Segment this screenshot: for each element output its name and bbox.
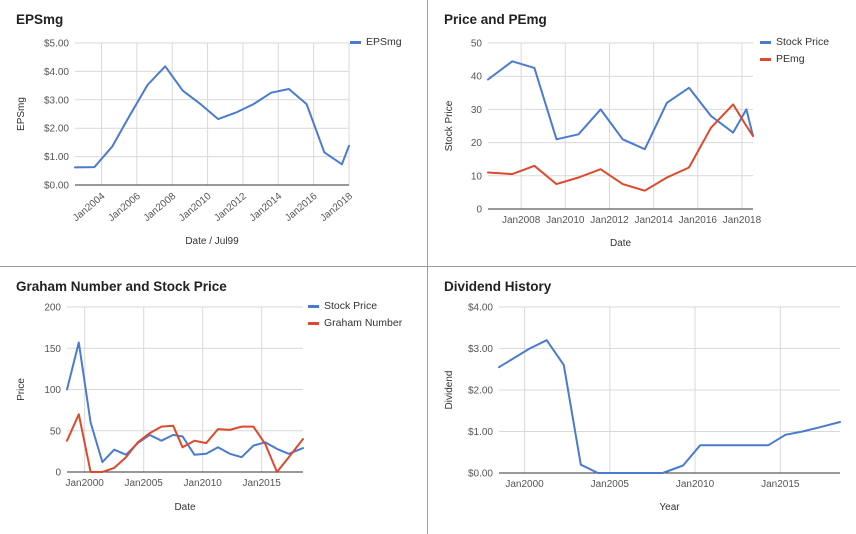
y-tick-label: $1.00	[44, 152, 69, 163]
chart-graham: Graham Number and Stock Price 0 50 100 150 20…	[16, 279, 403, 513]
y-tick-label: 200	[44, 303, 61, 314]
y-tick-label: 10	[471, 171, 483, 182]
x-tick-label: Jan2005	[125, 478, 164, 489]
y-tick-label: 30	[471, 105, 483, 116]
y-tick-label: 50	[471, 39, 483, 50]
panel-price-pemg: Price and PEmg 0 10 20 30 40 50 Jan2008 Jan2010 J…	[428, 0, 856, 267]
x-tick-label: Jan2015	[761, 479, 800, 490]
y-tick-label: 0	[476, 205, 482, 216]
series-line	[66, 341, 304, 464]
x-tick-label: Jan2005	[591, 479, 630, 490]
legend-label: EPSmg	[366, 36, 402, 48]
y-tick-label: 0	[55, 468, 61, 479]
x-tick-label: Jan2014	[634, 215, 673, 226]
y-tick-label: $1.00	[468, 427, 493, 438]
y-tick-label: 40	[471, 72, 483, 83]
x-tick-label: Jan2016	[283, 191, 320, 224]
x-tick-label: Jan2000	[66, 478, 105, 489]
x-tick-label: Jan2000	[505, 479, 544, 490]
y-axis-label: Price	[16, 378, 27, 401]
chart-title: Graham Number and Stock Price	[16, 279, 227, 294]
x-tick-label: Jan2008	[142, 191, 179, 224]
x-tick-label: Jan2012	[590, 215, 629, 226]
x-tick-label: Jan2018	[723, 215, 762, 226]
x-tick-label: Jan2010	[184, 478, 223, 489]
y-tick-label: $5.00	[44, 39, 69, 50]
chart-title: Price and PEmg	[444, 12, 547, 27]
legend-swatch	[350, 41, 361, 44]
y-tick-label: 100	[44, 385, 61, 396]
x-axis-label: Year	[659, 502, 680, 513]
y-axis-label: Dividend	[444, 371, 455, 410]
y-tick-label: $4.00	[468, 303, 493, 314]
y-tick-label: $0.00	[468, 469, 493, 480]
y-tick-label: $2.00	[44, 124, 69, 135]
x-axis-label: Date / Jul99	[185, 236, 239, 247]
legend-label: Stock Price	[776, 36, 829, 48]
y-axis-label: Stock Price	[444, 100, 455, 151]
y-tick-label: $2.00	[468, 386, 493, 397]
y-tick-label: $3.00	[468, 344, 493, 355]
legend-label: PEmg	[776, 53, 805, 65]
chart-title: EPSmg	[16, 12, 63, 27]
x-tick-label: Jan2018	[318, 191, 355, 224]
x-tick-label: Jan2015	[243, 478, 282, 489]
x-tick-label: Jan2012	[212, 191, 249, 224]
x-tick-label: Jan2016	[679, 215, 718, 226]
y-tick-label: 50	[50, 426, 62, 437]
x-tick-label: Jan2010	[676, 479, 715, 490]
series-line	[487, 103, 754, 192]
x-axis-label: Date	[610, 238, 632, 249]
x-tick-label: Jan2010	[177, 191, 214, 224]
legend-label: Graham Number	[324, 317, 403, 329]
legend-swatch	[760, 58, 771, 61]
chart-epsmg: EPSmg $0.00 $1.00 $2.00 $3.00 $4.00 $5.00 Jan20…	[16, 12, 402, 247]
y-tick-label: $4.00	[44, 67, 69, 78]
legend-label: Stock Price	[324, 300, 377, 312]
y-tick-label: 150	[44, 344, 61, 355]
series-line	[498, 339, 841, 474]
panel-epsmg: EPSmg $0.00 $1.00 $2.00 $3.00 $4.00 $5.00 Jan20…	[0, 0, 428, 267]
y-tick-label: $0.00	[44, 181, 69, 192]
y-tick-label: 20	[471, 138, 483, 149]
panel-dividend: Dividend History $0.00 $1.00 $2.00 $3.00 $4.0…	[428, 267, 856, 534]
legend-swatch	[760, 41, 771, 44]
series-line	[487, 60, 754, 151]
chart-price-pemg: Price and PEmg 0 10 20 30 40 50 Jan2008 Jan2010 J…	[444, 12, 829, 249]
x-tick-label: Jan2006	[106, 191, 143, 224]
x-tick-label: Jan2010	[546, 215, 585, 226]
x-axis-label: Date	[174, 502, 196, 513]
chart-title: Dividend History	[444, 279, 552, 294]
chart-dividend: Dividend History $0.00 $1.00 $2.00 $3.00 $4.0…	[444, 279, 841, 513]
series-line	[74, 65, 350, 169]
legend-swatch	[308, 322, 319, 325]
x-tick-label: Jan2008	[502, 215, 541, 226]
y-axis-label: EPSmg	[16, 97, 27, 131]
x-tick-label: Jan2004	[71, 191, 108, 224]
y-tick-label: $3.00	[44, 95, 69, 106]
legend-swatch	[308, 305, 319, 308]
panel-graham: Graham Number and Stock Price 0 50 100 150 20…	[0, 267, 428, 534]
x-tick-label: Jan2014	[248, 191, 285, 224]
